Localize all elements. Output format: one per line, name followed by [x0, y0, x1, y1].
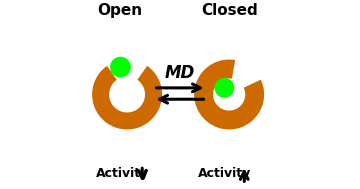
Circle shape	[213, 78, 245, 111]
Circle shape	[215, 78, 234, 98]
Text: Open: Open	[97, 3, 142, 18]
Circle shape	[109, 77, 145, 112]
Text: MD: MD	[165, 64, 195, 82]
Wedge shape	[92, 66, 162, 129]
Text: Activity: Activity	[198, 167, 251, 180]
Text: Activity: Activity	[96, 167, 149, 180]
Text: Closed: Closed	[201, 3, 257, 18]
Wedge shape	[194, 60, 264, 129]
Circle shape	[110, 57, 131, 77]
